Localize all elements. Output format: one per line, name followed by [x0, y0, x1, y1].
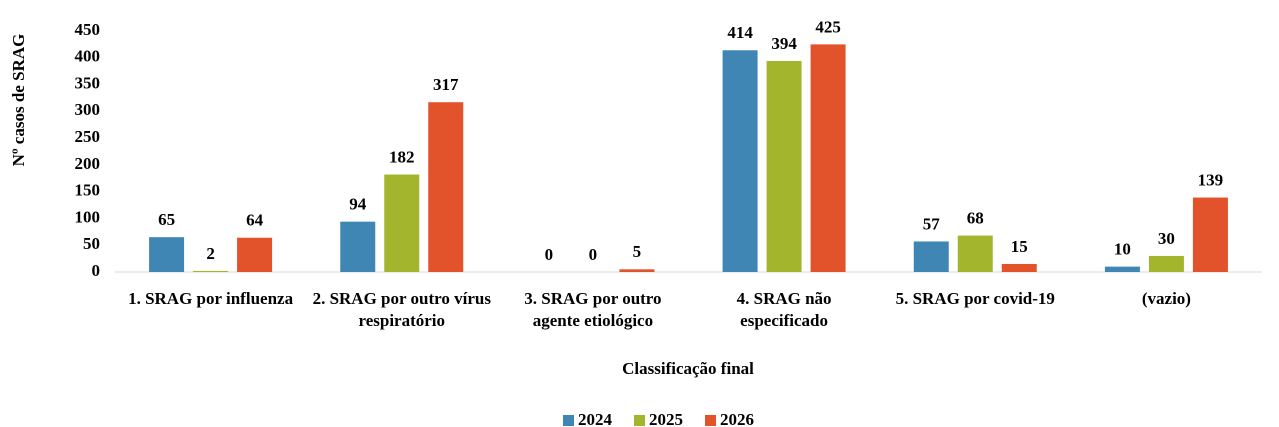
legend-label: 2026: [720, 410, 754, 427]
value-label: 182: [389, 147, 415, 166]
y-axis-title: Nº casos de SRAG: [9, 34, 28, 167]
y-tick-label: 0: [92, 261, 101, 280]
value-label: 425: [815, 17, 841, 36]
value-label: 414: [727, 23, 753, 42]
x-axis-title: Classificação final: [622, 359, 754, 378]
x-tick-label: (vazio): [1141, 289, 1191, 308]
value-label: 15: [1011, 237, 1028, 256]
y-tick-label: 150: [75, 181, 101, 200]
bar: [1192, 197, 1228, 272]
bar: [237, 237, 273, 272]
value-label: 317: [433, 75, 459, 94]
y-tick-label: 200: [75, 154, 101, 173]
y-tick-label: 450: [75, 20, 101, 39]
bar: [619, 269, 655, 272]
y-tick-label: 250: [75, 127, 101, 146]
y-tick-label: 400: [75, 47, 101, 66]
legend-label: 2025: [649, 410, 683, 427]
bar: [149, 237, 185, 272]
x-tick-label: 2. SRAG por outro vírus respiratório: [312, 289, 491, 330]
value-label: 5: [633, 242, 642, 261]
bar: [957, 235, 993, 272]
x-tick-label: 3. SRAG por outro agente etiológico: [524, 289, 662, 330]
bar: [428, 102, 464, 273]
value-label: 0: [545, 245, 554, 264]
value-label: 0: [589, 245, 598, 264]
value-label: 10: [1114, 240, 1131, 259]
value-label: 394: [771, 34, 797, 53]
bar: [384, 174, 420, 272]
value-label: 68: [967, 208, 984, 227]
legend-swatch: [705, 415, 716, 426]
x-tick-label: 1. SRAG por influenza: [128, 289, 294, 308]
y-tick-label: 50: [83, 234, 100, 253]
value-label: 65: [158, 210, 175, 229]
value-label: 139: [1198, 170, 1224, 189]
bar: [722, 50, 758, 272]
legend-swatch: [563, 415, 574, 426]
y-tick-label: 300: [75, 100, 101, 119]
value-label: 94: [349, 195, 367, 214]
value-label: 2: [206, 244, 215, 263]
y-tick-label: 350: [75, 73, 101, 92]
bar: [766, 60, 802, 272]
value-label: 30: [1158, 229, 1175, 248]
bar: [810, 44, 846, 273]
bar: [193, 270, 229, 272]
legend-swatch: [634, 415, 645, 426]
legend-label: 2024: [578, 410, 613, 427]
x-tick-label: 5. SRAG por covid-19: [895, 289, 1055, 308]
value-label: 57: [923, 214, 941, 233]
y-tick-label: 100: [75, 207, 101, 226]
bar: [1001, 263, 1037, 272]
bar: [1104, 266, 1140, 272]
bar: [340, 221, 376, 272]
x-tick-label: 4. SRAG não especificado: [736, 289, 832, 330]
value-label: 64: [246, 211, 264, 230]
bar: [913, 241, 949, 272]
bar: [1148, 255, 1184, 272]
